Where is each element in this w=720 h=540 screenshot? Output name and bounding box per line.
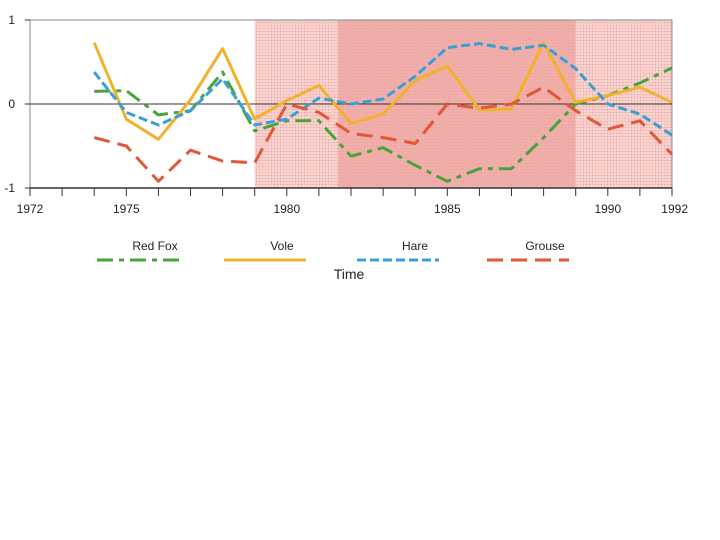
y-tick-label: 1 bbox=[8, 13, 15, 27]
legend: Red Fox Vole Hare Grouse bbox=[97, 239, 569, 262]
x-tick-label: 1992 bbox=[661, 202, 688, 216]
x-tick-label: 1972 bbox=[17, 202, 44, 216]
legend-label: Hare bbox=[402, 239, 428, 253]
legend-label: Red Fox bbox=[132, 239, 177, 253]
series-line-hare bbox=[93, 42, 673, 137]
series-lines bbox=[92, 41, 674, 183]
legend-label: Vole bbox=[270, 239, 294, 253]
x-tick-label: 1980 bbox=[273, 202, 300, 216]
series-line-vole bbox=[92, 41, 673, 141]
series-line-grouse bbox=[93, 85, 674, 183]
legend-label: Grouse bbox=[525, 239, 565, 253]
x-ticks: 1972 1975 1980 1985 1990 1992 bbox=[17, 188, 688, 216]
x-axis-label: Time bbox=[334, 266, 365, 282]
x-tick-label: 1975 bbox=[113, 202, 140, 216]
x-tick-label: 1985 bbox=[434, 202, 461, 216]
y-tick-label: 0 bbox=[8, 97, 15, 111]
y-ticks: 1 0 -1 bbox=[4, 13, 30, 195]
y-tick-label: -1 bbox=[4, 181, 15, 195]
x-tick-label: 1990 bbox=[594, 202, 621, 216]
